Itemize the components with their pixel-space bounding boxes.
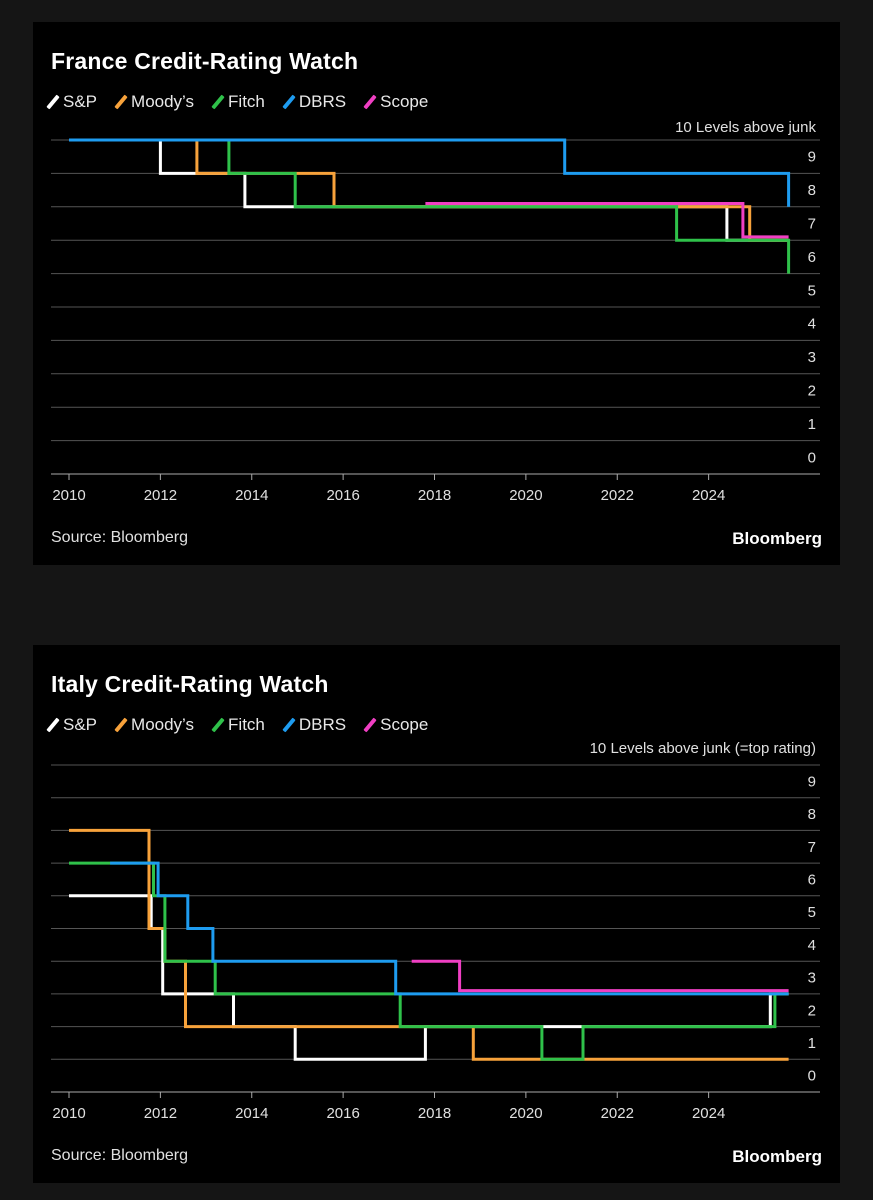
series-line-moodys: [69, 138, 789, 242]
x-tick-label: 2010: [52, 487, 85, 504]
legend-label: Scope: [380, 715, 429, 734]
series-line-dbrs: [69, 138, 791, 207]
y-axis-label: 10 Levels above junk: [675, 119, 816, 136]
chart-title: Italy Credit-Rating Watch: [51, 671, 329, 697]
legend: S&P Moody’s Fitch DBRS Scope: [46, 715, 429, 735]
legend-item-fitch: Fitch: [211, 715, 265, 735]
y-tick-label: 3: [808, 970, 816, 987]
legend-item-scope: Scope: [363, 92, 429, 112]
y-tick-label: 9: [808, 773, 816, 790]
italy-plot: 0 1 2 3 4 5 6 7 8 9 10 Levels above junk (=top rat…: [51, 740, 820, 1122]
y-tick-label: 9: [808, 149, 816, 166]
legend-item-sp: S&P: [46, 92, 98, 112]
y-axis-label: 10 Levels above junk (=top rating): [590, 740, 816, 757]
series-line-scope: [425, 202, 789, 239]
y-tick-label: 6: [808, 249, 816, 266]
legend-item-fitch: Fitch: [211, 92, 265, 112]
italy-chart-card: Italy Credit-Rating Watch S&P Moody’s Fi…: [33, 645, 840, 1183]
x-tick-label: 2010: [52, 1105, 85, 1122]
y-tick-label: 7: [808, 839, 816, 856]
x-tick-label: 2022: [601, 1105, 634, 1122]
y-tick-label: 2: [808, 1002, 816, 1019]
x-tick-label: 2014: [235, 1105, 268, 1122]
x-tick-label: 2016: [326, 1105, 359, 1122]
x-tick-label: 2024: [692, 487, 725, 504]
bloomberg-logo: Bloomberg: [732, 529, 822, 548]
y-tick-label: 0: [808, 1068, 816, 1085]
x-tick-label: 2020: [509, 1105, 542, 1122]
legend-label: S&P: [63, 715, 98, 734]
legend-item-moodys: Moody’s: [114, 715, 195, 735]
legend-label: Fitch: [228, 715, 265, 734]
x-tick-label: 2018: [418, 1105, 451, 1122]
france-chart-card: France Credit-Rating Watch S&P Moody’s F…: [33, 22, 840, 565]
france-plot: 0 1 2 3 4 5 6 7 8 9 10 Levels above junk 2010 2012 20…: [51, 119, 820, 504]
x-tick-label: 2018: [418, 487, 451, 504]
legend: S&P Moody’s Fitch DBRS Scope: [46, 92, 429, 112]
series-line-fitch: [69, 138, 791, 274]
series-line-scope: [411, 959, 789, 993]
y-tick-label: 3: [808, 349, 816, 366]
x-tick-label: 2016: [326, 487, 359, 504]
legend-label: DBRS: [298, 715, 347, 734]
legend-item-sp: S&P: [46, 715, 98, 735]
chart-title: France Credit-Rating Watch: [51, 48, 359, 74]
legend-item-moodys: Moody’s: [114, 92, 195, 112]
series-line-dbrs: [110, 861, 789, 996]
source-note: Source: Bloomberg: [51, 1147, 188, 1164]
legend-label: S&P: [63, 92, 98, 111]
legend-label: Moody’s: [131, 715, 195, 734]
y-tick-label: 5: [808, 282, 816, 299]
series-line-sp: [69, 894, 789, 1061]
y-tick-label: 2: [808, 383, 816, 400]
y-tick-label: 0: [808, 449, 816, 466]
series-line-sp: [69, 138, 789, 242]
x-tick-label: 2012: [144, 1105, 177, 1122]
legend-label: Scope: [380, 92, 429, 111]
y-tick-label: 8: [808, 806, 816, 823]
x-tick-label: 2022: [601, 487, 634, 504]
legend-item-scope: Scope: [363, 715, 429, 735]
x-tick-label: 2014: [235, 487, 268, 504]
legend-item-dbrs: DBRS: [282, 92, 347, 112]
y-tick-label: 5: [808, 904, 816, 921]
legend-label: Moody’s: [131, 92, 195, 111]
y-tick-label: 6: [808, 871, 816, 888]
series-line-moodys: [69, 828, 789, 1061]
y-tick-label: 4: [808, 937, 816, 954]
legend-item-dbrs: DBRS: [282, 715, 347, 735]
y-tick-label: 7: [808, 216, 816, 233]
legend-label: Fitch: [228, 92, 265, 111]
bloomberg-logo: Bloomberg: [732, 1147, 822, 1166]
x-tick-label: 2012: [144, 487, 177, 504]
legend-label: DBRS: [298, 92, 347, 111]
y-tick-label: 8: [808, 182, 816, 199]
y-tick-label: 1: [808, 416, 816, 433]
x-tick-label: 2024: [692, 1105, 725, 1122]
y-tick-label: 4: [808, 316, 816, 333]
x-tick-label: 2020: [509, 487, 542, 504]
source-note: Source: Bloomberg: [51, 529, 188, 546]
y-tick-label: 1: [808, 1035, 816, 1052]
